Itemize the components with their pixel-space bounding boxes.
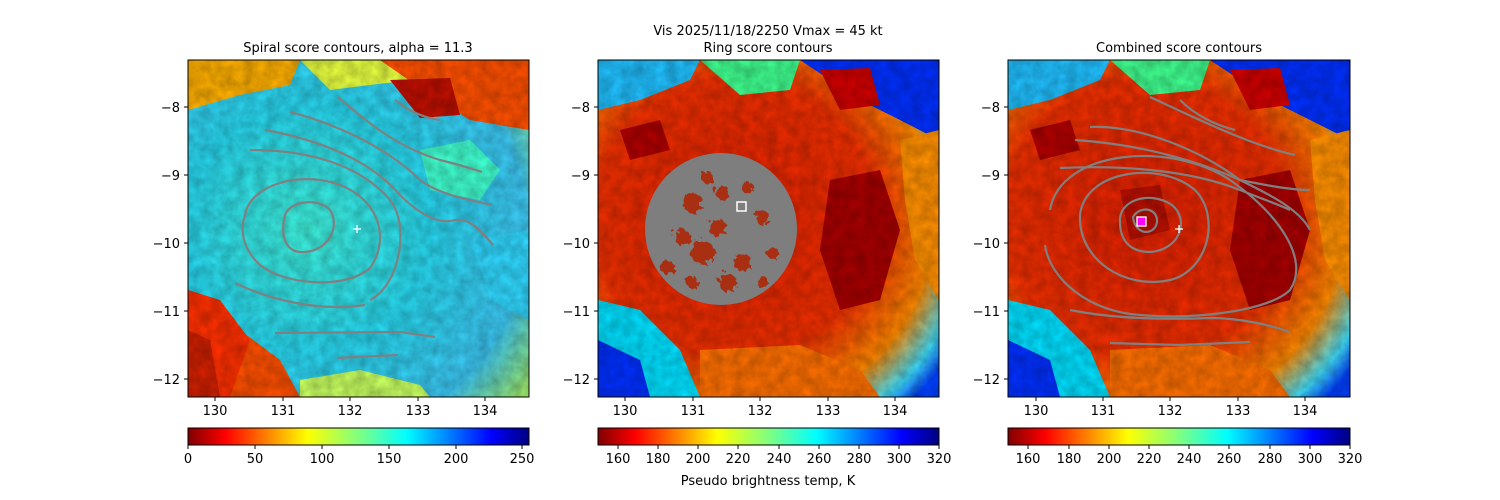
- colorbar-tick-label: 160: [1016, 452, 1041, 467]
- colorbar-tick-label: 220: [1137, 452, 1162, 467]
- image-area: [598, 60, 939, 397]
- colorbar-tick-label: 250: [510, 452, 535, 467]
- colorbar-label: Pseudo brightness temp, K: [681, 474, 856, 489]
- marker-square: [1136, 216, 1147, 227]
- x-tick-label: 131: [681, 404, 706, 419]
- x-axis: 130 131 132 133 134: [1024, 397, 1318, 419]
- y-tick-label: −12: [563, 373, 590, 388]
- colorbar-tick-label: 0: [184, 452, 192, 467]
- contours: [1043, 96, 1311, 347]
- panel-title: Combined score contours: [1096, 41, 1262, 56]
- x-tick-label: 134: [1293, 404, 1318, 419]
- x-tick-label: 132: [748, 404, 773, 419]
- panel-spiral: Spiral score contours, alpha = 11.3: [153, 41, 535, 467]
- image-area: [188, 60, 529, 397]
- colorbar: 160 180 200 220 240 260 280 300 320: [597, 427, 952, 467]
- colorbar-tick-label: 160: [606, 452, 631, 467]
- y-tick-label: −12: [153, 373, 180, 388]
- colorbar-tick-label: 260: [807, 452, 832, 467]
- colorbar-tick-label: 300: [1298, 452, 1323, 467]
- y-tick-label: −8: [571, 101, 590, 116]
- x-tick-label: 132: [338, 404, 363, 419]
- y-axis: −8 −9 −10 −11 −12: [153, 101, 188, 388]
- y-tick-label: −11: [563, 305, 590, 320]
- y-tick-label: −10: [563, 237, 590, 252]
- y-tick-label: −12: [973, 373, 1000, 388]
- x-tick-label: 133: [816, 404, 841, 419]
- y-axis: −8 −9 −10 −11 −12: [973, 101, 1008, 388]
- ring-region: [645, 153, 797, 305]
- x-axis: 130 131 132 133 134: [613, 397, 908, 419]
- x-tick-label: 134: [883, 404, 908, 419]
- colorbar-tick-label: 180: [1057, 452, 1082, 467]
- colorbar-tick-label: 200: [444, 452, 469, 467]
- colorbar-tick-label: 320: [1338, 452, 1363, 467]
- colorbar-tick-label: 200: [1097, 452, 1122, 467]
- x-tick-label: 133: [1226, 404, 1251, 419]
- colorbar: 0 50 100 150 200 250: [184, 427, 535, 467]
- y-axis: −8 −9 −10 −11 −12: [563, 101, 598, 388]
- x-tick-label: 130: [1024, 404, 1049, 419]
- y-tick-label: −10: [973, 237, 1000, 252]
- x-tick-label: 130: [203, 404, 228, 419]
- y-tick-label: −9: [161, 169, 180, 184]
- marker-cross: [353, 225, 361, 233]
- marker-square: [736, 201, 747, 212]
- suptitle: Vis 2025/11/18/2250 Vmax = 45 kt: [653, 24, 882, 39]
- colorbar-tick-label: 100: [310, 452, 335, 467]
- colorbar-tick-label: 280: [1258, 452, 1283, 467]
- y-tick-label: −11: [153, 305, 180, 320]
- colorbar-tick-label: 260: [1217, 452, 1242, 467]
- colorbar-tick-label: 320: [927, 452, 952, 467]
- x-tick-label: 131: [271, 404, 296, 419]
- x-tick-label: 130: [613, 404, 638, 419]
- colorbar-tick-label: 50: [247, 452, 264, 467]
- y-tick-label: −11: [973, 305, 1000, 320]
- x-tick-label: 131: [1091, 404, 1116, 419]
- colorbar-tick-label: 180: [646, 452, 671, 467]
- y-tick-label: −8: [161, 101, 180, 116]
- colorbar-tick-label: 280: [847, 452, 872, 467]
- panel-title: Spiral score contours, alpha = 11.3: [243, 41, 472, 56]
- colorbar-tick-label: 240: [767, 452, 792, 467]
- colorbar-tick-label: 150: [377, 452, 402, 467]
- colorbar: 160 180 200 220 240 260 280 300 320: [1007, 427, 1363, 467]
- x-axis: 130 131 132 133 134: [203, 397, 498, 419]
- y-tick-label: −9: [571, 169, 590, 184]
- colorbar-tick-label: 240: [1177, 452, 1202, 467]
- colorbar-tick-label: 300: [887, 452, 912, 467]
- colorbar-tick-label: 200: [686, 452, 711, 467]
- panel-ring: Ring score contours: [563, 41, 952, 489]
- y-tick-label: −10: [153, 237, 180, 252]
- y-tick-label: −8: [981, 101, 1000, 116]
- y-tick-label: −9: [981, 169, 1000, 184]
- colorbar-tick-label: 220: [726, 452, 751, 467]
- contours: [234, 96, 494, 360]
- marker-cross: [1175, 225, 1183, 233]
- panel-combined: Combined score contours: [973, 41, 1363, 467]
- panel-title: Ring score contours: [703, 41, 832, 56]
- x-tick-label: 132: [1158, 404, 1183, 419]
- x-tick-label: 133: [406, 404, 431, 419]
- x-tick-label: 134: [473, 404, 498, 419]
